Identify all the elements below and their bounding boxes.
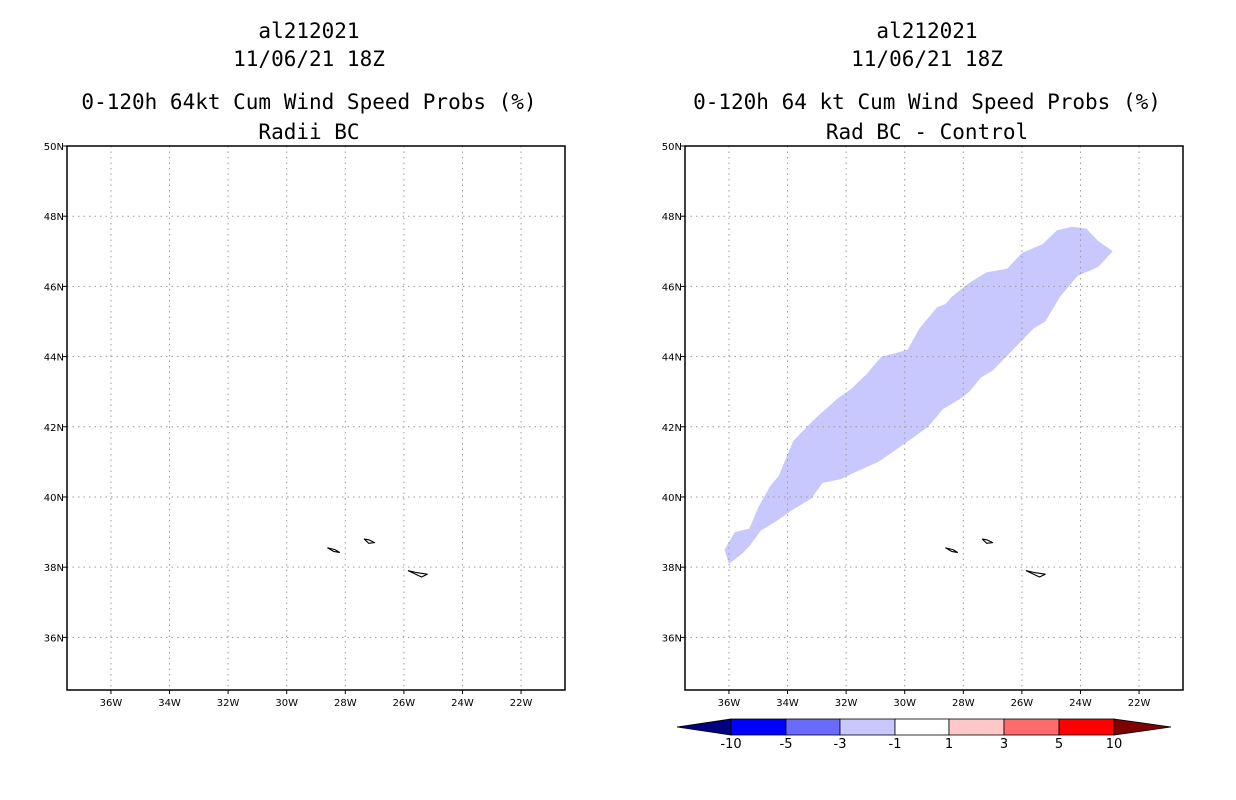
lon-tick-label: 34W <box>158 698 181 709</box>
lat-tick-label: 36N <box>662 633 682 644</box>
colorbar-label: 1 <box>945 737 953 752</box>
lat-tick-label: 44N <box>44 353 64 364</box>
map-frame <box>66 145 566 691</box>
lon-tick-label: 34W <box>776 698 799 709</box>
right-map-panel: 36W 34W 32W 30W 28W 26W 24W 22W 36N 38N 40N 42N 44N 4… <box>662 142 1184 709</box>
left-title-date: 11/06/21 18Z <box>233 47 385 71</box>
lon-tick-label: 30W <box>275 698 298 709</box>
island-faial-pico <box>981 538 994 544</box>
left-title-product: 0-120h 64kt Cum Wind Speed Probs (%) <box>81 90 536 114</box>
island-flores <box>327 547 340 553</box>
lon-tick-label: 28W <box>334 698 357 709</box>
colorbar-label: -10 <box>720 737 741 752</box>
island-sao-miguel <box>1025 570 1046 578</box>
lon-tick-label: 32W <box>835 698 858 709</box>
left-title-storm-id: al212021 <box>258 19 359 43</box>
lat-tick-label: 50N <box>44 142 64 153</box>
lat-tick-label: 46N <box>662 282 682 293</box>
lon-tick-label: 24W <box>451 698 474 709</box>
lon-tick-label: 26W <box>1011 698 1034 709</box>
colorbar-swatch <box>730 718 787 736</box>
lat-tick-label: 40N <box>662 493 682 504</box>
lon-tick-label: 36W <box>718 698 741 709</box>
colorbar-swatch <box>1003 718 1060 736</box>
colorbar: -10 -5 -3 -1 1 3 5 10 <box>676 718 1172 752</box>
colorbar-swatch <box>785 718 841 736</box>
lat-tick-label: 42N <box>662 423 682 434</box>
colorbar-label: 3 <box>1000 737 1008 752</box>
left-panel-titles: al212021 11/06/21 18Z 0-120h 64kt Cum Wi… <box>81 19 536 144</box>
lat-tick-label: 40N <box>44 493 64 504</box>
lon-tick-label: 22W <box>510 698 533 709</box>
lat-tick-label: 38N <box>662 563 682 574</box>
colorbar-label: 10 <box>1106 737 1123 752</box>
lat-tick-label: 48N <box>662 212 682 223</box>
lat-tick-label: 36N <box>44 633 64 644</box>
map-frame <box>684 145 1184 691</box>
right-title-product: 0-120h 64 kt Cum Wind Speed Probs (%) <box>693 90 1161 114</box>
colorbar-swatch <box>1058 718 1115 736</box>
colorbar-left-arrow <box>676 718 732 736</box>
lon-tick-label: 28W <box>952 698 975 709</box>
right-panel-titles: al212021 11/06/21 18Z 0-120h 64 kt Cum W… <box>693 19 1161 144</box>
lon-tick-label: 32W <box>217 698 240 709</box>
left-title-variant: Radii BC <box>258 120 359 144</box>
island-flores <box>945 547 958 553</box>
lon-tick-label: 30W <box>893 698 916 709</box>
colorbar-label: 5 <box>1055 737 1063 752</box>
right-title-date: 11/06/21 18Z <box>851 47 1003 71</box>
lon-tick-label: 24W <box>1069 698 1092 709</box>
island-sao-miguel <box>407 570 428 578</box>
colorbar-right-arrow <box>1113 718 1172 736</box>
lon-tick-label: 36W <box>100 698 123 709</box>
colorbar-label: -3 <box>834 737 847 752</box>
lon-tick-label: 26W <box>393 698 416 709</box>
left-map-panel: 36W 34W 32W 30W 28W 26W 24W 22W 36N 38N 40N 42N 44N 4… <box>44 142 566 709</box>
right-title-variant: Rad BC - Control <box>826 120 1028 144</box>
right-title-storm-id: al212021 <box>876 19 977 43</box>
lat-tick-label: 44N <box>662 353 682 364</box>
colorbar-swatch <box>894 718 950 736</box>
colorbar-swatch <box>839 718 896 736</box>
colorbar-label: -1 <box>889 737 902 752</box>
lat-tick-label: 46N <box>44 282 64 293</box>
lat-tick-label: 50N <box>662 142 682 153</box>
probability-band-area <box>724 226 1113 564</box>
lon-tick-label: 22W <box>1128 698 1151 709</box>
lat-tick-label: 42N <box>44 423 64 434</box>
lat-tick-label: 48N <box>44 212 64 223</box>
lat-tick-label: 38N <box>44 563 64 574</box>
colorbar-label: -5 <box>780 737 793 752</box>
colorbar-swatch <box>948 718 1005 736</box>
island-faial-pico <box>363 538 376 544</box>
